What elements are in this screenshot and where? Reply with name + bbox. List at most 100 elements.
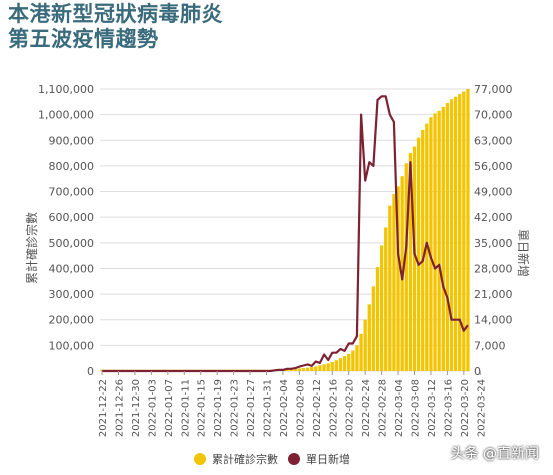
x-tick-label: 2021-12-22 (98, 379, 109, 437)
bar-cumulative (388, 205, 392, 371)
bar-cumulative (301, 368, 306, 371)
y2-axis-label: 單日新增 (516, 229, 531, 277)
bar-cumulative (305, 367, 310, 371)
daily-new-line (102, 95, 469, 373)
bar-cumulative (429, 117, 433, 371)
bar-cumulative (375, 267, 380, 371)
bar-cumulative (421, 130, 425, 371)
legend-marker-daily (288, 453, 300, 465)
bar-cumulative (322, 364, 326, 371)
x-tick-label: 2022-03-24 (476, 379, 487, 437)
x-tick-label: 2022-02-04 (279, 379, 290, 437)
x-tick-label: 2022-01-03 (147, 379, 158, 437)
bar-cumulative (342, 356, 347, 371)
bar-cumulative (314, 366, 318, 371)
line-daily-new (102, 95, 469, 373)
legend-label-cumulative: 累計確診宗數 (212, 452, 278, 466)
y-tick-label: 1,100,000 (38, 83, 94, 96)
x-tick-label: 2022-03-12 (427, 379, 438, 437)
bar-cumulative (351, 350, 355, 371)
bar-cumulative (396, 186, 400, 371)
x-tick-label: 2022-03-20 (460, 379, 471, 437)
x-tick-label: 2022-03-04 (394, 379, 405, 437)
legend-label-daily: 單日新增 (306, 452, 350, 466)
x-tick-label: 2022-02-20 (345, 379, 356, 437)
y2-tick-label: 63,000 (474, 134, 513, 147)
bar-cumulative (355, 345, 359, 371)
y-axis-label: 累計確診宗數 (24, 212, 39, 284)
x-tick-label: 2022-02-12 (312, 379, 323, 437)
bar-cumulative (293, 368, 297, 371)
bar-cumulative (297, 368, 302, 371)
bar-cumulative (347, 353, 351, 371)
y-tick-label: 100,000 (49, 339, 95, 352)
y-tick-label: 0 (87, 365, 94, 378)
y2-tick-label: 28,000 (474, 262, 513, 275)
bar-cumulative (289, 369, 293, 371)
chart-title: 本港新型冠狀病毒肺炎 第五波疫情趨勢 (8, 2, 223, 52)
y2-tick-label: 0 (474, 365, 481, 378)
y-tick-label: 500,000 (49, 237, 95, 250)
bar-cumulative (330, 362, 334, 371)
bar-cumulative (437, 110, 441, 372)
bar-cumulative (416, 137, 421, 371)
y-axis-ticks: 0 100,000 200,000 300,000 400,000 500,000 600,… (38, 83, 94, 378)
y2-tick-label: 14,000 (474, 314, 513, 327)
bar-cumulative (326, 363, 330, 371)
bar-cumulative (334, 360, 339, 371)
bar-cumulative (285, 369, 289, 371)
y2-tick-label: 21,000 (474, 288, 513, 301)
bar-cumulative (408, 153, 413, 371)
bar-cumulative (310, 367, 314, 371)
x-tick-label: 2022-01-27 (246, 379, 257, 437)
x-tick-label: 2022-01-31 (263, 379, 274, 437)
y2-axis-ticks: 0 7,000 14,000 21,000 28,000 35,000 42,000 49,0… (474, 83, 513, 378)
bar-cumulative (359, 333, 363, 371)
x-tick-label: 2022-01-15 (197, 379, 208, 437)
bar-cumulative (412, 146, 417, 371)
bar-cumulative (433, 113, 437, 371)
bar-cumulative (363, 319, 367, 371)
x-tick-label: 2022-02-28 (378, 379, 389, 437)
bar-cumulative (466, 89, 470, 371)
x-tick-label: 2022-01-23 (230, 379, 241, 437)
bar-cumulative (453, 96, 458, 371)
x-tick-label: 2022-02-16 (328, 379, 339, 437)
bar-cumulative (458, 94, 462, 372)
y2-tick-label: 77,000 (474, 83, 513, 96)
watermark: 头条 @直新闻 (450, 446, 539, 462)
x-tick-label: 2022-02-08 (295, 379, 306, 437)
y-tick-label: 200,000 (49, 314, 95, 327)
y2-tick-label: 35,000 (474, 237, 513, 250)
y-tick-label: 400,000 (49, 262, 95, 275)
y-tick-label: 800,000 (49, 160, 95, 173)
x-tick-label: 2022-03-08 (411, 379, 422, 437)
y2-tick-label: 42,000 (474, 211, 513, 224)
y-tick-label: 1,000,000 (38, 109, 94, 122)
bar-cumulative (392, 194, 396, 371)
y2-tick-label: 56,000 (474, 160, 513, 173)
legend: 累計確診宗數 單日新增 (194, 452, 350, 466)
x-tick-label: 2022-01-19 (213, 379, 224, 437)
y2-tick-label: 7,000 (474, 339, 506, 352)
bar-cumulative (318, 365, 322, 371)
x-tick-label: 2022-01-07 (164, 379, 175, 437)
x-tick-label: 2021-12-26 (115, 379, 126, 437)
y-tick-label: 600,000 (49, 211, 95, 224)
bar-cumulative (441, 106, 445, 371)
bar-cumulative (100, 369, 104, 371)
bar-cumulative (445, 103, 450, 371)
bar-cumulative (371, 286, 376, 371)
x-tick-label: 2021-12-30 (131, 379, 142, 437)
bar-cumulative (404, 163, 408, 371)
y-tick-label: 700,000 (49, 186, 95, 199)
bar-cumulative (379, 245, 384, 371)
x-axis-ticks: 2021-12-22 2021-12-26 2021-12-30 2022-01-03… (98, 371, 487, 437)
title-line-1: 本港新型冠狀病毒肺炎 (8, 2, 223, 26)
y2-tick-label: 49,000 (474, 186, 513, 199)
bar-cumulative (367, 304, 371, 371)
legend-marker-cumulative (194, 453, 206, 465)
x-tick-label: 2022-01-11 (180, 379, 191, 437)
bar-cumulative (338, 358, 343, 371)
